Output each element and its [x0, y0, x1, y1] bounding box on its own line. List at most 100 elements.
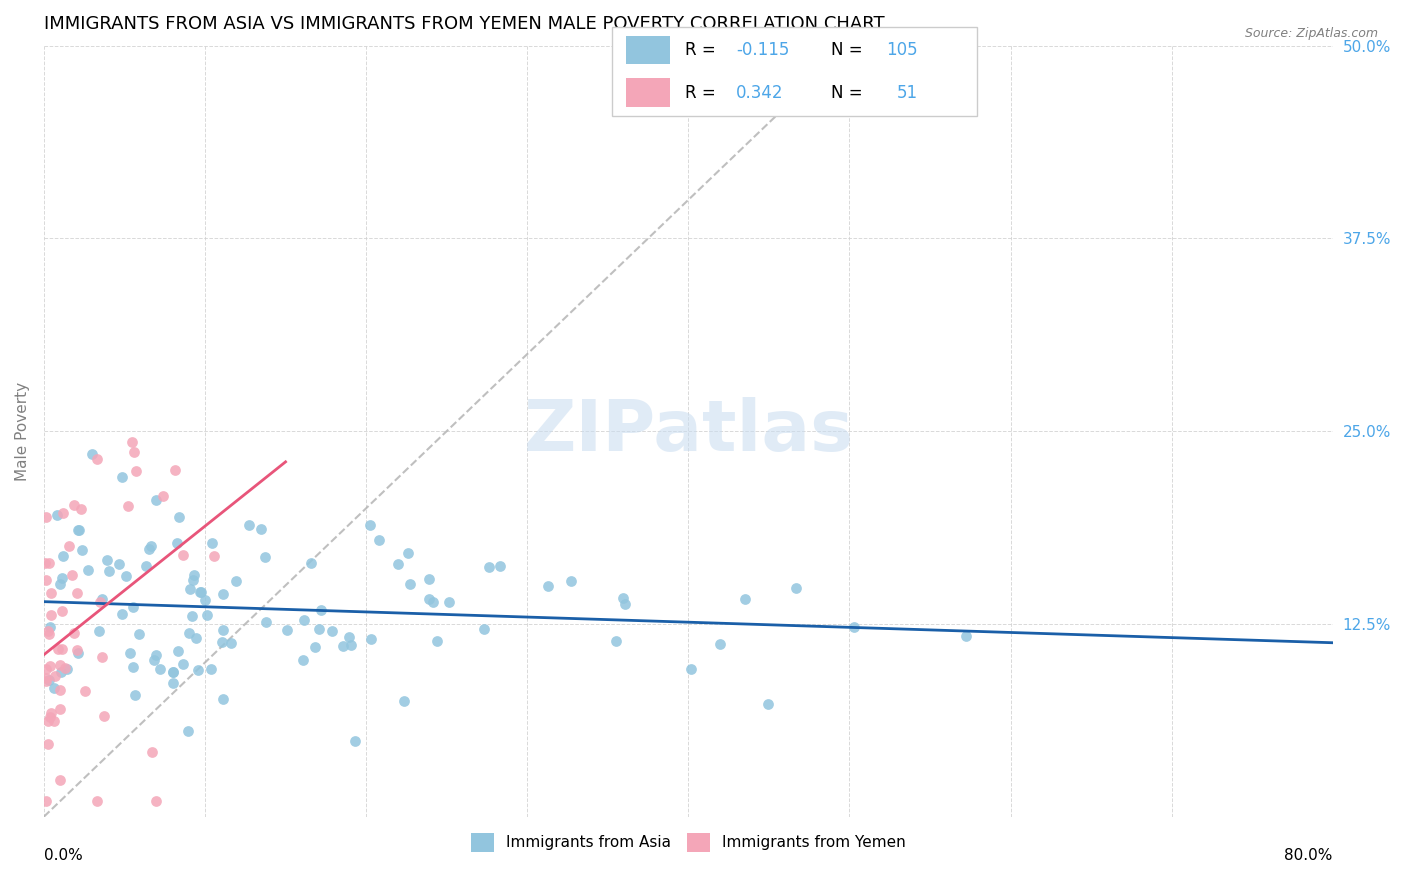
Point — [398, 577, 420, 591]
Point — [418, 591, 440, 606]
Point — [122, 660, 145, 674]
Point — [368, 533, 391, 547]
Point — [186, 631, 208, 645]
Point — [90, 650, 112, 665]
Point — [308, 622, 330, 636]
Point — [80, 447, 103, 461]
Point — [709, 637, 731, 651]
Point — [166, 536, 188, 550]
Point — [437, 595, 460, 609]
Point — [176, 723, 198, 738]
Text: N =: N = — [831, 41, 868, 59]
Point — [46, 641, 69, 656]
Point — [124, 445, 146, 459]
Point — [96, 553, 118, 567]
Point — [149, 662, 172, 676]
Text: 0.0%: 0.0% — [44, 847, 83, 863]
Point — [172, 548, 194, 562]
Point — [62, 568, 84, 582]
Point — [58, 539, 80, 553]
Point — [39, 607, 62, 622]
Point — [63, 498, 86, 512]
Point — [51, 604, 73, 618]
Point — [276, 624, 298, 638]
Point — [51, 665, 73, 680]
Point — [39, 620, 62, 634]
Point — [37, 714, 59, 728]
Point — [183, 567, 205, 582]
Point — [219, 636, 242, 650]
Text: N =: N = — [831, 84, 868, 102]
FancyBboxPatch shape — [626, 78, 671, 107]
Point — [35, 794, 58, 808]
Point — [37, 624, 59, 639]
Text: 80.0%: 80.0% — [1285, 847, 1333, 863]
Point — [162, 665, 184, 679]
Point — [38, 673, 60, 687]
Point — [250, 522, 273, 536]
Point — [679, 662, 702, 676]
Point — [117, 499, 139, 513]
Point — [125, 464, 148, 478]
Point — [254, 549, 277, 564]
Point — [49, 702, 72, 716]
Point — [418, 572, 440, 586]
Point — [49, 657, 72, 672]
Point — [311, 603, 333, 617]
Text: 105: 105 — [886, 41, 917, 59]
Point — [39, 586, 62, 600]
Point — [51, 572, 73, 586]
Point — [211, 635, 233, 649]
Point — [337, 630, 360, 644]
Point — [172, 657, 194, 672]
Point — [93, 709, 115, 723]
Point — [122, 600, 145, 615]
Point — [842, 620, 865, 634]
Point — [56, 662, 79, 676]
Point — [212, 692, 235, 706]
Point — [49, 772, 72, 787]
Point — [187, 663, 209, 677]
Point — [66, 586, 89, 600]
Point — [785, 581, 807, 595]
Point — [332, 639, 354, 653]
FancyBboxPatch shape — [626, 36, 671, 64]
Point — [194, 593, 217, 607]
Point — [152, 489, 174, 503]
Text: IMMIGRANTS FROM ASIA VS IMMIGRANTS FROM YEMEN MALE POVERTY CORRELATION CHART: IMMIGRANTS FROM ASIA VS IMMIGRANTS FROM … — [44, 15, 884, 33]
Point — [38, 658, 60, 673]
Point — [190, 585, 212, 599]
Point — [89, 595, 111, 609]
Point — [124, 689, 146, 703]
Point — [49, 683, 72, 698]
Point — [188, 585, 211, 599]
Point — [111, 607, 134, 622]
Point — [86, 451, 108, 466]
Point — [111, 470, 134, 484]
Point — [38, 556, 60, 570]
Point — [67, 646, 90, 660]
Text: ZIPatlas: ZIPatlas — [523, 397, 853, 466]
Point — [62, 625, 84, 640]
Text: Source: ZipAtlas.com: Source: ZipAtlas.com — [1244, 27, 1378, 40]
Point — [167, 644, 190, 658]
Point — [66, 523, 89, 537]
Point — [141, 745, 163, 759]
Point — [292, 613, 315, 627]
Point — [291, 653, 314, 667]
Point — [135, 559, 157, 574]
Point — [69, 502, 91, 516]
Point — [238, 517, 260, 532]
Point — [138, 542, 160, 557]
Legend: Immigrants from Asia, Immigrants from Yemen: Immigrants from Asia, Immigrants from Ye… — [464, 825, 912, 859]
Point — [360, 632, 382, 647]
Text: R =: R = — [685, 41, 721, 59]
Point — [162, 665, 184, 679]
Point — [955, 629, 977, 643]
Point — [387, 557, 409, 571]
Point — [120, 646, 142, 660]
Point — [478, 559, 501, 574]
Point — [200, 662, 222, 676]
Point — [734, 591, 756, 606]
Point — [37, 737, 59, 751]
